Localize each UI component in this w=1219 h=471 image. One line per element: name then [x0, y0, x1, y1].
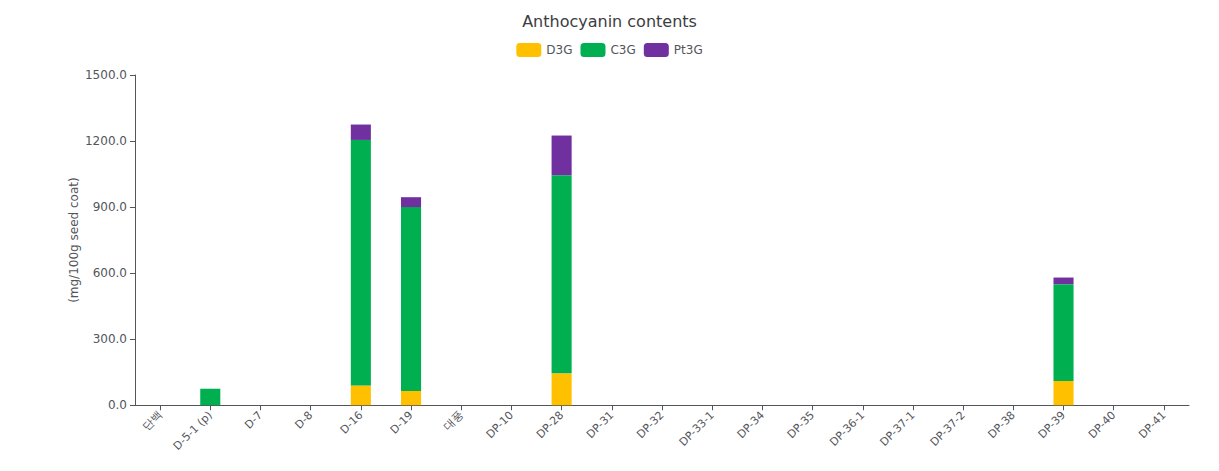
- svg-text:D-16: D-16: [338, 409, 366, 437]
- svg-text:DP-28: DP-28: [534, 409, 566, 441]
- svg-text:D-19: D-19: [388, 409, 416, 437]
- svg-text:1500.0: 1500.0: [85, 68, 127, 82]
- svg-text:DP-10: DP-10: [484, 409, 516, 441]
- svg-text:D3G: D3G: [546, 43, 572, 57]
- svg-text:DP-32: DP-32: [634, 409, 666, 441]
- svg-text:DP-38: DP-38: [986, 409, 1018, 441]
- svg-text:0.0: 0.0: [108, 398, 127, 412]
- svg-text:DP-33-1: DP-33-1: [677, 409, 717, 449]
- svg-text:DP-39: DP-39: [1036, 409, 1068, 441]
- svg-text:(mg/100g seed coat): (mg/100g seed coat): [67, 177, 81, 303]
- svg-text:Anthocyanin contents: Anthocyanin contents: [522, 12, 697, 31]
- svg-text:D-5-1 (p): D-5-1 (p): [171, 409, 215, 453]
- svg-text:600.0: 600.0: [93, 266, 127, 280]
- svg-text:DP-37-2: DP-37-2: [928, 409, 968, 449]
- svg-text:DP-41: DP-41: [1136, 409, 1168, 441]
- svg-text:D-8: D-8: [292, 409, 315, 432]
- svg-text:DP-35: DP-35: [785, 409, 817, 441]
- svg-text:D-7: D-7: [242, 409, 265, 432]
- svg-text:Pt3G: Pt3G: [674, 43, 703, 57]
- svg-text:DP-31: DP-31: [584, 409, 616, 441]
- svg-text:단백: 단백: [140, 409, 165, 434]
- svg-text:300.0: 300.0: [93, 332, 127, 346]
- svg-text:900.0: 900.0: [93, 200, 127, 214]
- svg-text:대풍: 대풍: [441, 409, 466, 434]
- svg-text:C3G: C3G: [610, 43, 635, 57]
- svg-text:DP-37-1: DP-37-1: [877, 409, 917, 449]
- svg-text:DP-40: DP-40: [1086, 409, 1118, 441]
- svg-text:DP-36-1: DP-36-1: [827, 409, 867, 449]
- svg-text:DP-34: DP-34: [735, 409, 767, 441]
- svg-text:1200.0: 1200.0: [85, 134, 127, 148]
